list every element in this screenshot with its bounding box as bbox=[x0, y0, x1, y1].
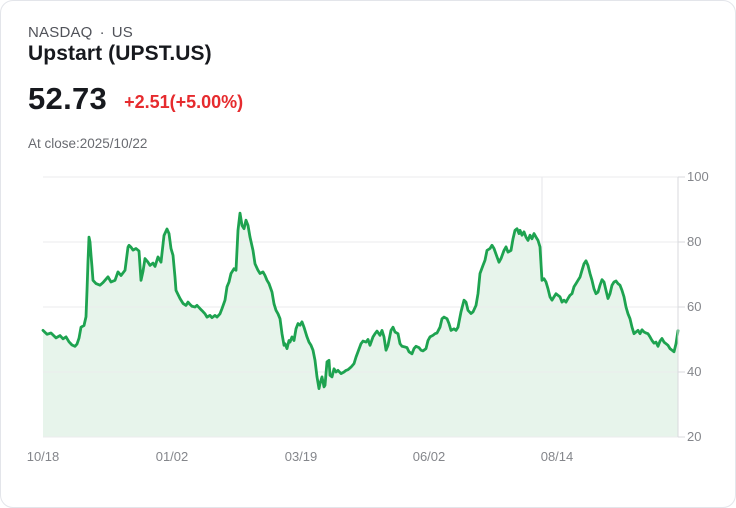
exchange-name: NASDAQ bbox=[28, 24, 93, 41]
separator-dot: · bbox=[99, 24, 105, 41]
x-axis-label: 06/02 bbox=[412, 449, 446, 464]
price-chart[interactable]: 20 40 60 80 100 10/18 01/02 03/19 06/02 08/14 bbox=[27, 169, 735, 477]
price-area-fill bbox=[43, 213, 678, 437]
region-label: US bbox=[111, 24, 134, 41]
y-axis-label: 20 bbox=[687, 429, 702, 444]
current-price: 52.73 bbox=[28, 81, 108, 116]
close-info: At close:2025/10/22 bbox=[28, 136, 148, 151]
y-axis-label: 60 bbox=[687, 299, 702, 314]
x-axis-label: 10/18 bbox=[26, 449, 60, 464]
chart-canvas bbox=[41, 176, 685, 438]
x-axis-label: 01/02 bbox=[155, 449, 189, 464]
y-axis-label: 80 bbox=[687, 234, 702, 249]
stock-title: Upstart (UPST.US) bbox=[28, 42, 212, 65]
price-row: 52.73 +2.51(+5.00%) bbox=[28, 81, 243, 117]
y-axis-label: 100 bbox=[687, 169, 709, 184]
y-axis-label: 40 bbox=[687, 364, 702, 379]
price-change: +2.51(+5.00%) bbox=[124, 92, 244, 112]
x-axis-label: 08/14 bbox=[540, 449, 574, 464]
x-axis-label: 03/19 bbox=[284, 449, 318, 464]
exchange-line: NASDAQ · US bbox=[28, 24, 133, 41]
price-line bbox=[41, 211, 680, 390]
